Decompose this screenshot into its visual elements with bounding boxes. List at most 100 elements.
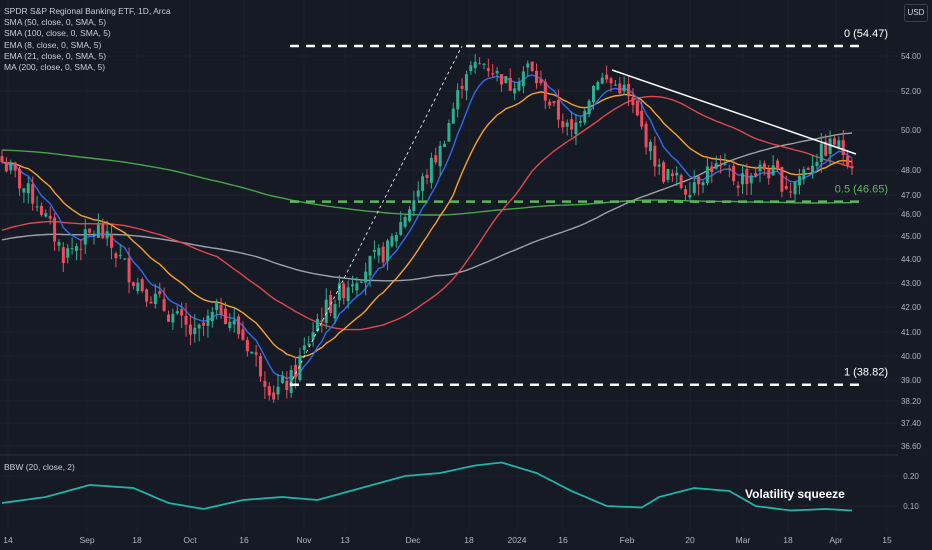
candle-body [74, 246, 78, 251]
candle-body [394, 235, 398, 242]
candle-body [570, 119, 574, 130]
candle-body [434, 155, 438, 163]
candle-body [250, 351, 254, 354]
candle-body [622, 84, 626, 92]
candle-body [315, 318, 319, 332]
candle-body [110, 235, 114, 248]
candle-body [425, 174, 429, 179]
fib-label-0: 0 (54.47) [844, 28, 888, 40]
candle-body [276, 386, 280, 395]
candle-body [302, 345, 306, 350]
time-tick-label: Apr [829, 535, 842, 545]
candle-body [390, 236, 394, 247]
candle-body [574, 122, 578, 135]
candle-body [762, 163, 766, 170]
candle-body [202, 322, 206, 326]
candle-body [443, 143, 447, 147]
candle-body [749, 175, 753, 184]
time-tick-label: 20 [685, 535, 695, 545]
candle-body [407, 209, 411, 222]
candle-body [254, 352, 258, 355]
candle-body [184, 316, 188, 325]
candle-body [88, 228, 92, 233]
candle-body [162, 299, 166, 311]
candle-body [736, 185, 740, 188]
legend-sma100[interactable]: SMA (100, close, 0, SMA, 5) [4, 28, 111, 39]
price-tick-label: 36.60 [901, 442, 922, 451]
candle-body [351, 284, 355, 287]
candle-body [543, 81, 547, 101]
price-tick-label: 54.00 [901, 52, 922, 61]
candle-body [767, 169, 771, 179]
candle-body [197, 324, 201, 329]
candle-body [469, 65, 473, 72]
candle-body [513, 88, 517, 94]
candle-body [399, 222, 403, 235]
candle-body [837, 140, 841, 148]
candle-body [127, 258, 131, 283]
time-tick-label: Feb [620, 535, 635, 545]
candle-body [381, 246, 385, 263]
candle-body [688, 194, 692, 198]
candle-body [79, 248, 83, 250]
candle-body [495, 70, 499, 74]
currency-button[interactable]: USD [904, 4, 928, 22]
candle-body [521, 71, 525, 87]
candle-body [758, 164, 762, 172]
time-tick-label: Oct [183, 535, 197, 545]
legend-title[interactable]: SPDR S&P Regional Banking ETF, 1D, Arca [4, 6, 171, 16]
bbw-legend[interactable]: BBW (20, close, 2) [4, 462, 75, 472]
candle-body [149, 301, 153, 304]
legend-ema21[interactable]: EMA (21, close, 0, SMA, 5) [4, 50, 107, 61]
candle-body [416, 190, 420, 197]
candle-body [368, 255, 372, 276]
candle-body [486, 68, 490, 71]
price-tick-label: 46.00 [901, 210, 922, 219]
candle-body [377, 248, 381, 256]
candle-body [31, 184, 35, 204]
candle-body [267, 386, 271, 396]
candle-body [175, 311, 179, 314]
legend-ma200[interactable]: MA (200, close, 0, SMA, 5) [4, 62, 106, 73]
candle-body [517, 82, 521, 91]
candle-body [136, 282, 140, 292]
candle-body [679, 175, 683, 188]
candle-body [153, 293, 157, 305]
candle-body [701, 182, 705, 186]
candle-body [118, 255, 122, 257]
candle-body [311, 332, 315, 340]
bbw-tick-label: 0.20 [903, 472, 919, 481]
fib-label-1: 1 (38.82) [844, 367, 888, 379]
candle-body [386, 240, 390, 262]
candle-body [491, 73, 495, 75]
candle-body [237, 316, 241, 335]
candle-body [482, 63, 486, 65]
legend-sma50[interactable]: SMA (50, close, 0, SMA, 5) [4, 17, 107, 28]
candle-body [618, 83, 622, 94]
candle-body [96, 224, 100, 238]
candle-body [35, 206, 39, 208]
candle-body [535, 70, 539, 84]
price-tick-label: 42.00 [901, 303, 922, 312]
time-tick-label: 15 [882, 535, 892, 545]
candle-body [26, 183, 30, 194]
time-tick-label: Nov [296, 535, 312, 545]
candle-body [631, 97, 635, 106]
legend-ema8[interactable]: EMA (8, close, 0, SMA, 5) [4, 39, 102, 50]
indicator-legend: SPDR S&P Regional Banking ETF, 1D, Arca … [4, 6, 171, 73]
candle-body [342, 283, 346, 299]
candle-body [456, 89, 460, 110]
candle-body [705, 166, 709, 184]
candle-body [662, 162, 666, 183]
candle-body [412, 200, 416, 212]
candle-body [841, 140, 845, 156]
time-tick-label: 16 [239, 535, 249, 545]
candle-body [578, 121, 582, 123]
candle-body [740, 173, 744, 185]
time-tick-label: Mar [736, 535, 751, 545]
candle-body [18, 168, 22, 189]
candle-body [776, 160, 780, 171]
candle-body [241, 329, 245, 340]
candle-body [802, 169, 806, 180]
price-tick-label: 43.00 [901, 279, 922, 288]
